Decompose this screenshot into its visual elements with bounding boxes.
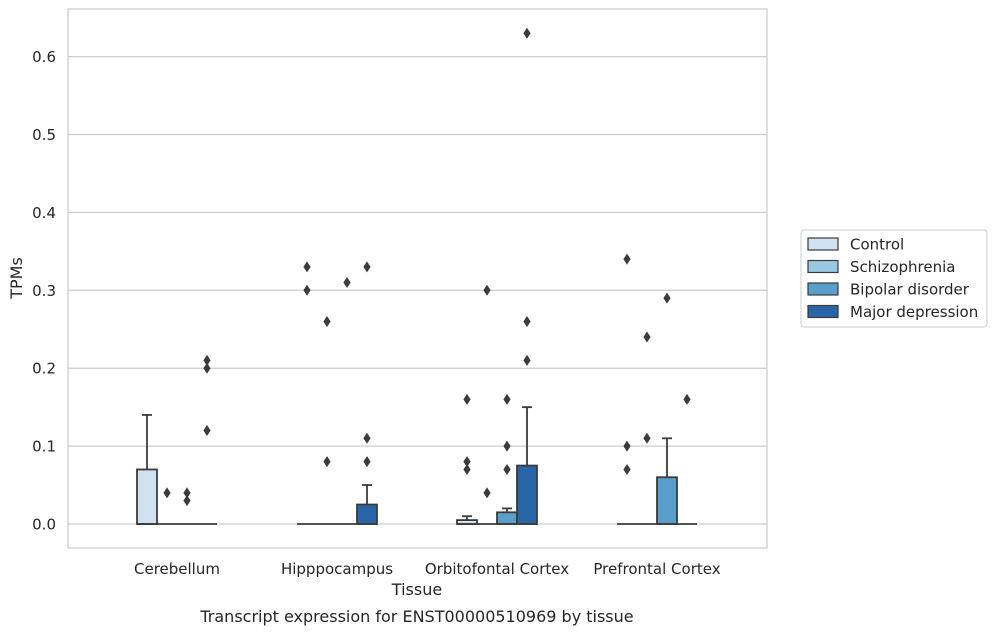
- legend: Control Schizophrenia Bipolar disorder Majo…: [800, 229, 988, 328]
- outlier-point: [503, 393, 511, 405]
- outlier-point: [323, 456, 331, 468]
- box: [516, 464, 538, 525]
- box: [136, 468, 158, 525]
- y-tick-label: 0.0: [32, 516, 56, 534]
- legend-swatch: [807, 237, 839, 251]
- y-tick-label: 0.3: [32, 282, 56, 300]
- outlier-point: [683, 393, 691, 405]
- legend-label: Schizophrenia: [850, 258, 955, 276]
- outlier-point: [163, 487, 171, 499]
- outlier-point: [663, 292, 671, 304]
- box: [496, 511, 518, 525]
- outlier-point: [203, 425, 211, 437]
- y-tick-label: 0.1: [32, 438, 56, 456]
- outlier-point: [183, 495, 191, 507]
- x-tick-labels: Cerebellum Hipppocampus Orbitofontal Corte…: [134, 560, 721, 578]
- outlier-point: [523, 27, 531, 39]
- outlier-point: [363, 432, 371, 444]
- outlier-point: [363, 261, 371, 273]
- plot-frame: [67, 8, 768, 549]
- y-tick-label: 0.2: [32, 360, 56, 378]
- x-tick-label: Hipppocampus: [281, 560, 393, 578]
- outlier-point: [643, 331, 651, 343]
- legend-frame: [800, 229, 988, 328]
- y-tick-label: 0.6: [32, 48, 56, 66]
- outlier-point: [503, 463, 511, 475]
- y-tick-labels: 0.0 0.1 0.2 0.3 0.4 0.5 0.6: [32, 48, 56, 533]
- y-tick-label: 0.5: [32, 126, 56, 144]
- legend-swatch: [807, 282, 839, 296]
- outlier-point: [503, 440, 511, 452]
- outlier-point: [463, 463, 471, 475]
- outlier-point: [483, 487, 491, 499]
- legend-swatch: [807, 304, 839, 319]
- legend-label: Bipolar disorder: [850, 281, 970, 299]
- legend-label: Major depression: [850, 303, 978, 321]
- box: [656, 476, 678, 525]
- box: [356, 503, 378, 525]
- legend-swatch: [807, 259, 839, 274]
- outlier-point: [303, 284, 311, 296]
- outlier-point: [523, 315, 531, 327]
- x-tick-label: Cerebellum: [134, 560, 220, 578]
- x-tick-label: Prefrontal Cortex: [593, 560, 720, 578]
- chart-caption: Transcript expression for ENST0000051096…: [199, 607, 633, 626]
- outlier-point: [463, 393, 471, 405]
- outlier-point: [643, 432, 651, 444]
- outlier-point: [623, 440, 631, 452]
- y-gridlines: [68, 55, 767, 525]
- outlier-point: [203, 354, 211, 366]
- y-axis-label: TPMs: [7, 257, 26, 300]
- outlier-point: [523, 354, 531, 366]
- outlier-point: [623, 253, 631, 265]
- x-axis-label: Tissue: [391, 580, 442, 599]
- outlier-point: [323, 315, 331, 327]
- x-tick-label: Orbitofontal Cortex: [425, 560, 569, 578]
- outlier-point: [183, 487, 191, 499]
- outlier-point: [483, 284, 491, 296]
- outlier-point: [343, 277, 351, 289]
- outlier-point: [463, 456, 471, 468]
- outlier-point: [203, 362, 211, 374]
- outlier-point: [303, 261, 311, 273]
- box-plot-marks: [136, 27, 697, 525]
- legend-label: Control: [850, 236, 904, 254]
- outlier-point: [623, 463, 631, 475]
- outlier-point: [363, 456, 371, 468]
- y-tick-label: 0.4: [32, 204, 56, 222]
